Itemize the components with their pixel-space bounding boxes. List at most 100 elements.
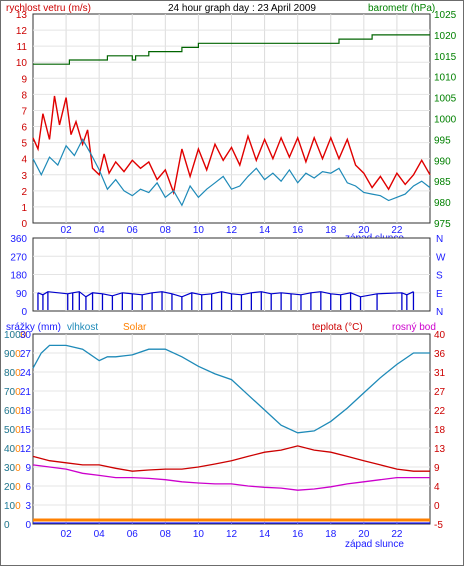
sunset-annotation-2: západ slunce — [345, 539, 404, 550]
compass-label: E — [436, 289, 443, 300]
wind-xtick-label: 04 — [94, 225, 106, 236]
wind-xtick-label: 10 — [193, 225, 205, 236]
solar-ytick-label: 900 — [4, 349, 21, 360]
direction-ytick-label: 360 — [10, 234, 27, 245]
baro-ytick-label: 975 — [434, 219, 451, 230]
wind-ytick-label: 3 — [21, 171, 27, 182]
baro-axis-title: barometr (hPa) — [368, 3, 435, 14]
wind-ytick-label: 12 — [16, 26, 28, 37]
solar-ytick-label: 300 — [4, 463, 21, 474]
humidity-ytick-label: 20 — [4, 482, 16, 493]
temp-ytick-label: 13 — [434, 444, 446, 455]
direction-ytick-label: 180 — [10, 271, 27, 282]
temp-ytick-label: 36 — [434, 349, 446, 360]
temp-ytick-label: 0 — [434, 501, 440, 512]
temp-axis-title: teplota (°C) — [312, 322, 363, 333]
wind-ytick-label: 7 — [21, 106, 27, 117]
wind-xtick-label: 18 — [325, 225, 337, 236]
temp-ytick-label: 4 — [434, 482, 440, 493]
chart-title: 24 hour graph day : 23 April 2009 — [168, 3, 316, 14]
climate-xtick-label: 08 — [160, 529, 172, 540]
wind-ytick-label: 1 — [21, 203, 27, 214]
wind-ytick-label: 0 — [21, 219, 27, 230]
direction-ytick-label: 0 — [21, 307, 27, 318]
direction-line — [37, 291, 414, 298]
solar-ytick-label: 500 — [4, 425, 21, 436]
humidity-ytick-label: 100 — [4, 330, 21, 341]
compass-label: S — [436, 271, 443, 282]
solar-ytick-label: 100 — [4, 501, 21, 512]
humidity-ytick-label: 40 — [4, 444, 16, 455]
solar-ytick-label: 700 — [4, 387, 21, 398]
dewpoint-line — [32, 464, 430, 491]
wind-xtick-label: 20 — [358, 225, 370, 236]
rain-ytick-label: 21 — [20, 387, 32, 398]
wind-xtick-label: 16 — [292, 225, 304, 236]
solar-ytick-label: 800 — [4, 368, 21, 379]
baro-ytick-label: 995 — [434, 135, 451, 146]
baro-ytick-label: 1020 — [434, 31, 457, 42]
wind-ytick-label: 5 — [21, 139, 27, 150]
baro-ytick-label: 980 — [434, 198, 451, 209]
humidity-ytick-label: 50 — [4, 425, 16, 436]
compass-label: W — [436, 252, 446, 263]
wind-ytick-label: 11 — [17, 42, 28, 53]
wind-ytick-label: 8 — [21, 90, 27, 101]
compass-label: N — [436, 307, 443, 318]
temp-ytick-label: 9 — [434, 463, 440, 474]
temperature-line — [32, 445, 430, 472]
wind-ytick-label: 9 — [21, 74, 27, 85]
solar-ytick-label: 200 — [4, 482, 21, 493]
temp-ytick-label: 27 — [434, 387, 446, 398]
wind-ytick-label: 2 — [21, 187, 27, 198]
rain-ytick-label: 12 — [20, 444, 32, 455]
climate-xtick-label: 16 — [292, 529, 304, 540]
direction-ytick-label: 270 — [10, 252, 27, 263]
humidity-ytick-label: 30 — [4, 463, 16, 474]
baro-ytick-label: 1010 — [434, 73, 457, 84]
wind-xtick-label: 22 — [391, 225, 403, 236]
baro-ytick-label: 985 — [434, 177, 451, 188]
climate-xtick-label: 02 — [61, 529, 73, 540]
climate-xtick-label: 14 — [259, 529, 271, 540]
baro-ytick-label: 1015 — [434, 52, 457, 63]
humidity-ytick-label: 80 — [4, 368, 16, 379]
baro-ytick-label: 1000 — [434, 115, 457, 126]
rain-axis-title: srážky (mm) — [6, 322, 61, 333]
climate-xtick-label: 06 — [127, 529, 139, 540]
baro-ytick-label: 990 — [434, 156, 451, 167]
rain-ytick-label: 30 — [20, 330, 32, 341]
temp-ytick-label: -5 — [434, 520, 443, 531]
climate-xtick-label: 10 — [193, 529, 205, 540]
wind-xtick-label: 12 — [226, 225, 238, 236]
climate-xtick-label: 04 — [94, 529, 106, 540]
wind-xtick-label: 02 — [61, 225, 73, 236]
temp-ytick-label: 40 — [434, 330, 446, 341]
rain-ytick-label: 15 — [20, 425, 32, 436]
dew-axis-title: rosný bod — [392, 322, 436, 333]
wind-average-line — [32, 138, 431, 207]
solar-ytick-label: 400 — [4, 444, 21, 455]
humidity-ytick-label: 60 — [4, 406, 16, 417]
humidity-line — [32, 344, 430, 434]
rain-ytick-label: 18 — [20, 406, 32, 417]
baro-ytick-label: 1025 — [434, 10, 457, 21]
baro-ytick-label: 1005 — [434, 94, 457, 105]
temp-ytick-label: 31 — [434, 368, 446, 379]
temp-ytick-label: 18 — [434, 425, 446, 436]
climate-xtick-label: 12 — [226, 529, 238, 540]
wind-xtick-label: 14 — [259, 225, 271, 236]
direction-ytick-label: 90 — [16, 289, 28, 300]
barometer-line — [33, 34, 430, 65]
climate-xtick-label: 18 — [325, 529, 337, 540]
wind-ytick-label: 4 — [21, 155, 27, 166]
rain-ytick-label: 9 — [25, 463, 31, 474]
climate-xtick-label: 20 — [358, 529, 370, 540]
climate-xtick-label: 22 — [391, 529, 403, 540]
compass-label: N — [436, 234, 443, 245]
humidity-axis-title: vlhkost — [67, 322, 98, 333]
wind-ytick-label: 13 — [16, 10, 28, 21]
rain-ytick-label: 6 — [25, 482, 31, 493]
humidity-ytick-label: 70 — [4, 387, 16, 398]
